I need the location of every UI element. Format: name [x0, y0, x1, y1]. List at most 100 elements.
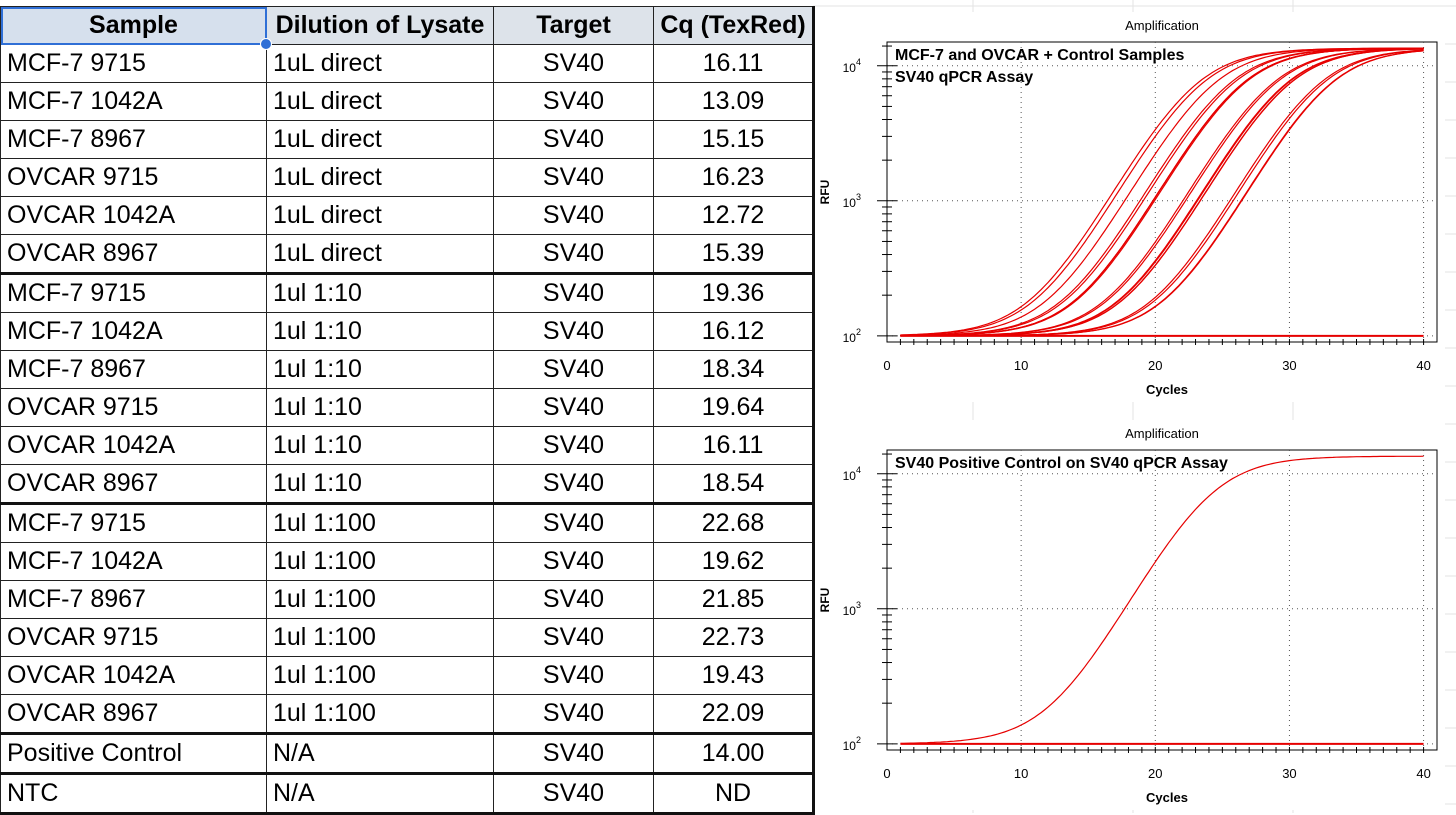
cell-sample[interactable]: OVCAR 1042A [0, 426, 267, 465]
cell-target[interactable]: SV40 [493, 464, 654, 505]
cell-sample[interactable]: Positive Control [0, 733, 267, 775]
cell-cq[interactable]: 22.73 [653, 618, 815, 657]
cell-cq[interactable]: 15.39 [653, 234, 815, 275]
cell-cq[interactable]: 16.12 [653, 312, 815, 351]
cell-cq[interactable]: 19.36 [653, 273, 815, 313]
cell-target[interactable]: SV40 [493, 656, 654, 695]
cell-dilution[interactable]: N/A [266, 733, 494, 775]
cell-target[interactable]: SV40 [493, 44, 654, 83]
cell-sample[interactable]: OVCAR 8967 [0, 234, 267, 275]
y-tick-exponent: 3 [856, 192, 861, 202]
cell-dilution[interactable]: 1ul 1:10 [266, 350, 494, 389]
amplification-curve [900, 47, 1424, 337]
cell-sample[interactable]: MCF-7 9715 [0, 273, 267, 313]
cell-target[interactable]: SV40 [493, 273, 654, 313]
header-cell-sample[interactable]: Sample [0, 6, 272, 50]
cell-target[interactable]: SV40 [493, 234, 654, 275]
y-tick-label: 102 [843, 735, 861, 753]
cell-target[interactable]: SV40 [493, 580, 654, 619]
cell-cq[interactable]: ND [653, 773, 815, 815]
cell-dilution[interactable]: N/A [266, 773, 494, 815]
cell-target[interactable]: SV40 [493, 618, 654, 657]
cell-sample[interactable]: MCF-7 9715 [0, 503, 267, 543]
selection-fill-handle[interactable] [260, 38, 272, 50]
cell-dilution[interactable]: 1uL direct [266, 44, 494, 83]
cell-dilution[interactable]: 1uL direct [266, 234, 494, 275]
y-tick-label: 103 [843, 192, 861, 210]
cell-dilution[interactable]: 1ul 1:10 [266, 273, 494, 313]
cell-cq[interactable]: 13.09 [653, 82, 815, 121]
cell-target[interactable]: SV40 [493, 426, 654, 465]
cell-dilution[interactable]: 1ul 1:100 [266, 503, 494, 543]
cell-dilution[interactable]: 1ul 1:100 [266, 694, 494, 735]
x-tick-label: 40 [1416, 766, 1430, 781]
cell-sample[interactable]: OVCAR 9715 [0, 388, 267, 427]
cell-sample[interactable]: OVCAR 9715 [0, 158, 267, 197]
amplification-curve [900, 50, 1424, 337]
header-cell-dilution[interactable]: Dilution of Lysate [266, 6, 494, 45]
cell-dilution[interactable]: 1uL direct [266, 82, 494, 121]
cell-cq[interactable]: 22.68 [653, 503, 815, 543]
cell-cq[interactable]: 18.34 [653, 350, 815, 389]
cell-dilution[interactable]: 1uL direct [266, 120, 494, 159]
x-tick-label: 20 [1148, 358, 1162, 373]
cell-sample[interactable]: MCF-7 1042A [0, 542, 267, 581]
cell-sample[interactable]: MCF-7 9715 [0, 44, 267, 83]
cell-cq[interactable]: 19.43 [653, 656, 815, 695]
cell-target[interactable]: SV40 [493, 82, 654, 121]
cell-cq[interactable]: 12.72 [653, 196, 815, 235]
cell-cq[interactable]: 16.11 [653, 426, 815, 465]
cell-target[interactable]: SV40 [493, 733, 654, 775]
cell-target[interactable]: SV40 [493, 388, 654, 427]
chart-annotation: MCF-7 and OVCAR + Control Samples [895, 47, 1184, 64]
cell-cq[interactable]: 14.00 [653, 733, 815, 775]
cell-target[interactable]: SV40 [493, 120, 654, 159]
header-cell-target[interactable]: Target [493, 6, 654, 45]
cell-sample[interactable]: OVCAR 8967 [0, 694, 267, 735]
amplification-curve [900, 50, 1424, 337]
cell-dilution[interactable]: 1ul 1:100 [266, 542, 494, 581]
cell-target[interactable]: SV40 [493, 350, 654, 389]
cell-sample[interactable]: MCF-7 8967 [0, 350, 267, 389]
cell-sample[interactable]: MCF-7 8967 [0, 120, 267, 159]
cell-dilution[interactable]: 1uL direct [266, 196, 494, 235]
cell-cq[interactable]: 19.64 [653, 388, 815, 427]
cell-cq[interactable]: 22.09 [653, 694, 815, 735]
cell-sample[interactable]: MCF-7 1042A [0, 82, 267, 121]
cell-dilution[interactable]: 1ul 1:100 [266, 618, 494, 657]
cell-dilution[interactable]: 1ul 1:10 [266, 426, 494, 465]
cell-target[interactable]: SV40 [493, 503, 654, 543]
cell-sample[interactable]: OVCAR 9715 [0, 618, 267, 657]
cell-sample[interactable]: MCF-7 1042A [0, 312, 267, 351]
cell-sample[interactable]: OVCAR 1042A [0, 656, 267, 695]
x-tick-label: 10 [1014, 766, 1028, 781]
cell-dilution[interactable]: 1ul 1:10 [266, 388, 494, 427]
cell-target[interactable]: SV40 [493, 158, 654, 197]
x-tick-label: 20 [1148, 766, 1162, 781]
chart-title: Amplification [1125, 426, 1199, 441]
cell-cq[interactable]: 16.11 [653, 44, 815, 83]
cell-target[interactable]: SV40 [493, 312, 654, 351]
cell-target[interactable]: SV40 [493, 196, 654, 235]
cell-cq[interactable]: 16.23 [653, 158, 815, 197]
cell-target[interactable]: SV40 [493, 694, 654, 735]
y-tick-base: 10 [843, 331, 857, 345]
cell-cq[interactable]: 19.62 [653, 542, 815, 581]
cell-target[interactable]: SV40 [493, 773, 654, 815]
cell-cq[interactable]: 15.15 [653, 120, 815, 159]
cell-dilution[interactable]: 1uL direct [266, 158, 494, 197]
cell-dilution[interactable]: 1ul 1:10 [266, 464, 494, 505]
cell-dilution[interactable]: 1ul 1:100 [266, 656, 494, 695]
cell-cq[interactable]: 21.85 [653, 580, 815, 619]
cell-dilution[interactable]: 1ul 1:100 [266, 580, 494, 619]
cell-dilution[interactable]: 1ul 1:10 [266, 312, 494, 351]
cell-sample[interactable]: MCF-7 8967 [0, 580, 267, 619]
cell-sample[interactable]: OVCAR 1042A [0, 196, 267, 235]
cell-sample[interactable]: NTC [0, 773, 267, 815]
cell-sample[interactable]: OVCAR 8967 [0, 464, 267, 505]
header-cell-cq[interactable]: Cq (TexRed) [653, 6, 815, 45]
x-tick-label: 0 [883, 766, 890, 781]
cell-cq[interactable]: 18.54 [653, 464, 815, 505]
cell-target[interactable]: SV40 [493, 542, 654, 581]
